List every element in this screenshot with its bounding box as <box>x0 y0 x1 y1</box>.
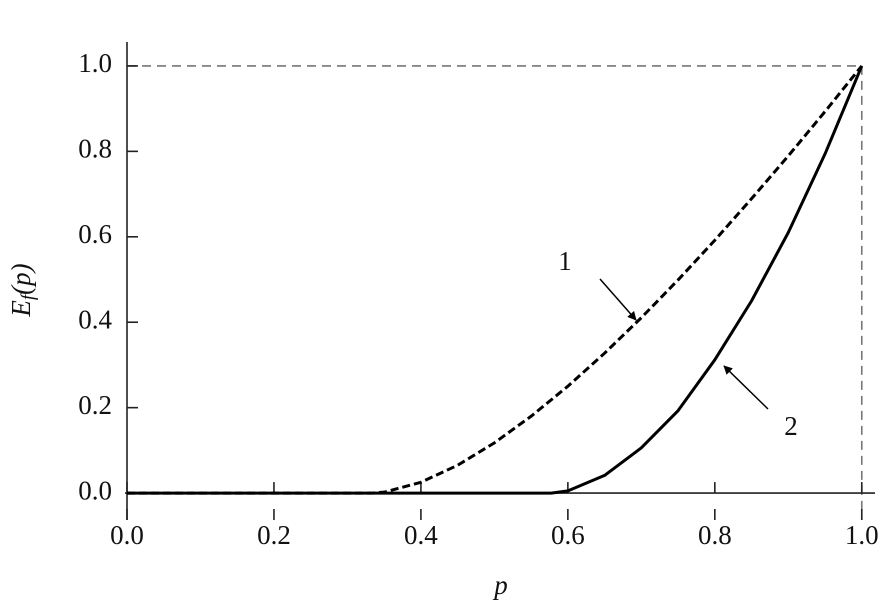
x-tick-label: 0.0 <box>110 520 144 550</box>
series-line <box>127 65 864 495</box>
curve-label: 1 <box>558 246 572 276</box>
y-axis-title-main: E <box>6 300 36 318</box>
x-tick-label: 1.0 <box>845 520 879 550</box>
series-line <box>127 64 863 495</box>
y-tick-label: 1.0 <box>78 48 112 78</box>
x-tick-label: 0.6 <box>551 520 585 550</box>
y-tick-label: 0.6 <box>78 219 112 249</box>
y-tick-label: 0.4 <box>78 304 112 334</box>
curve-arrow <box>599 278 637 321</box>
y-tick-label: 0.2 <box>78 390 112 420</box>
y-tick-label: 0.8 <box>78 134 112 164</box>
y-axis-title: Ef(p) <box>6 263 39 317</box>
y-axis-title-rest: (p) <box>6 263 36 294</box>
y-axis-title-sub: f <box>18 292 39 300</box>
curve-arrow <box>723 365 769 410</box>
x-tick-label: 0.2 <box>257 520 291 550</box>
x-axis-title: p <box>492 570 508 600</box>
curve-label: 2 <box>784 411 798 441</box>
x-tick-label: 0.8 <box>698 520 732 550</box>
y-tick-label: 0.0 <box>78 475 112 505</box>
x-tick-label: 0.4 <box>404 520 438 550</box>
